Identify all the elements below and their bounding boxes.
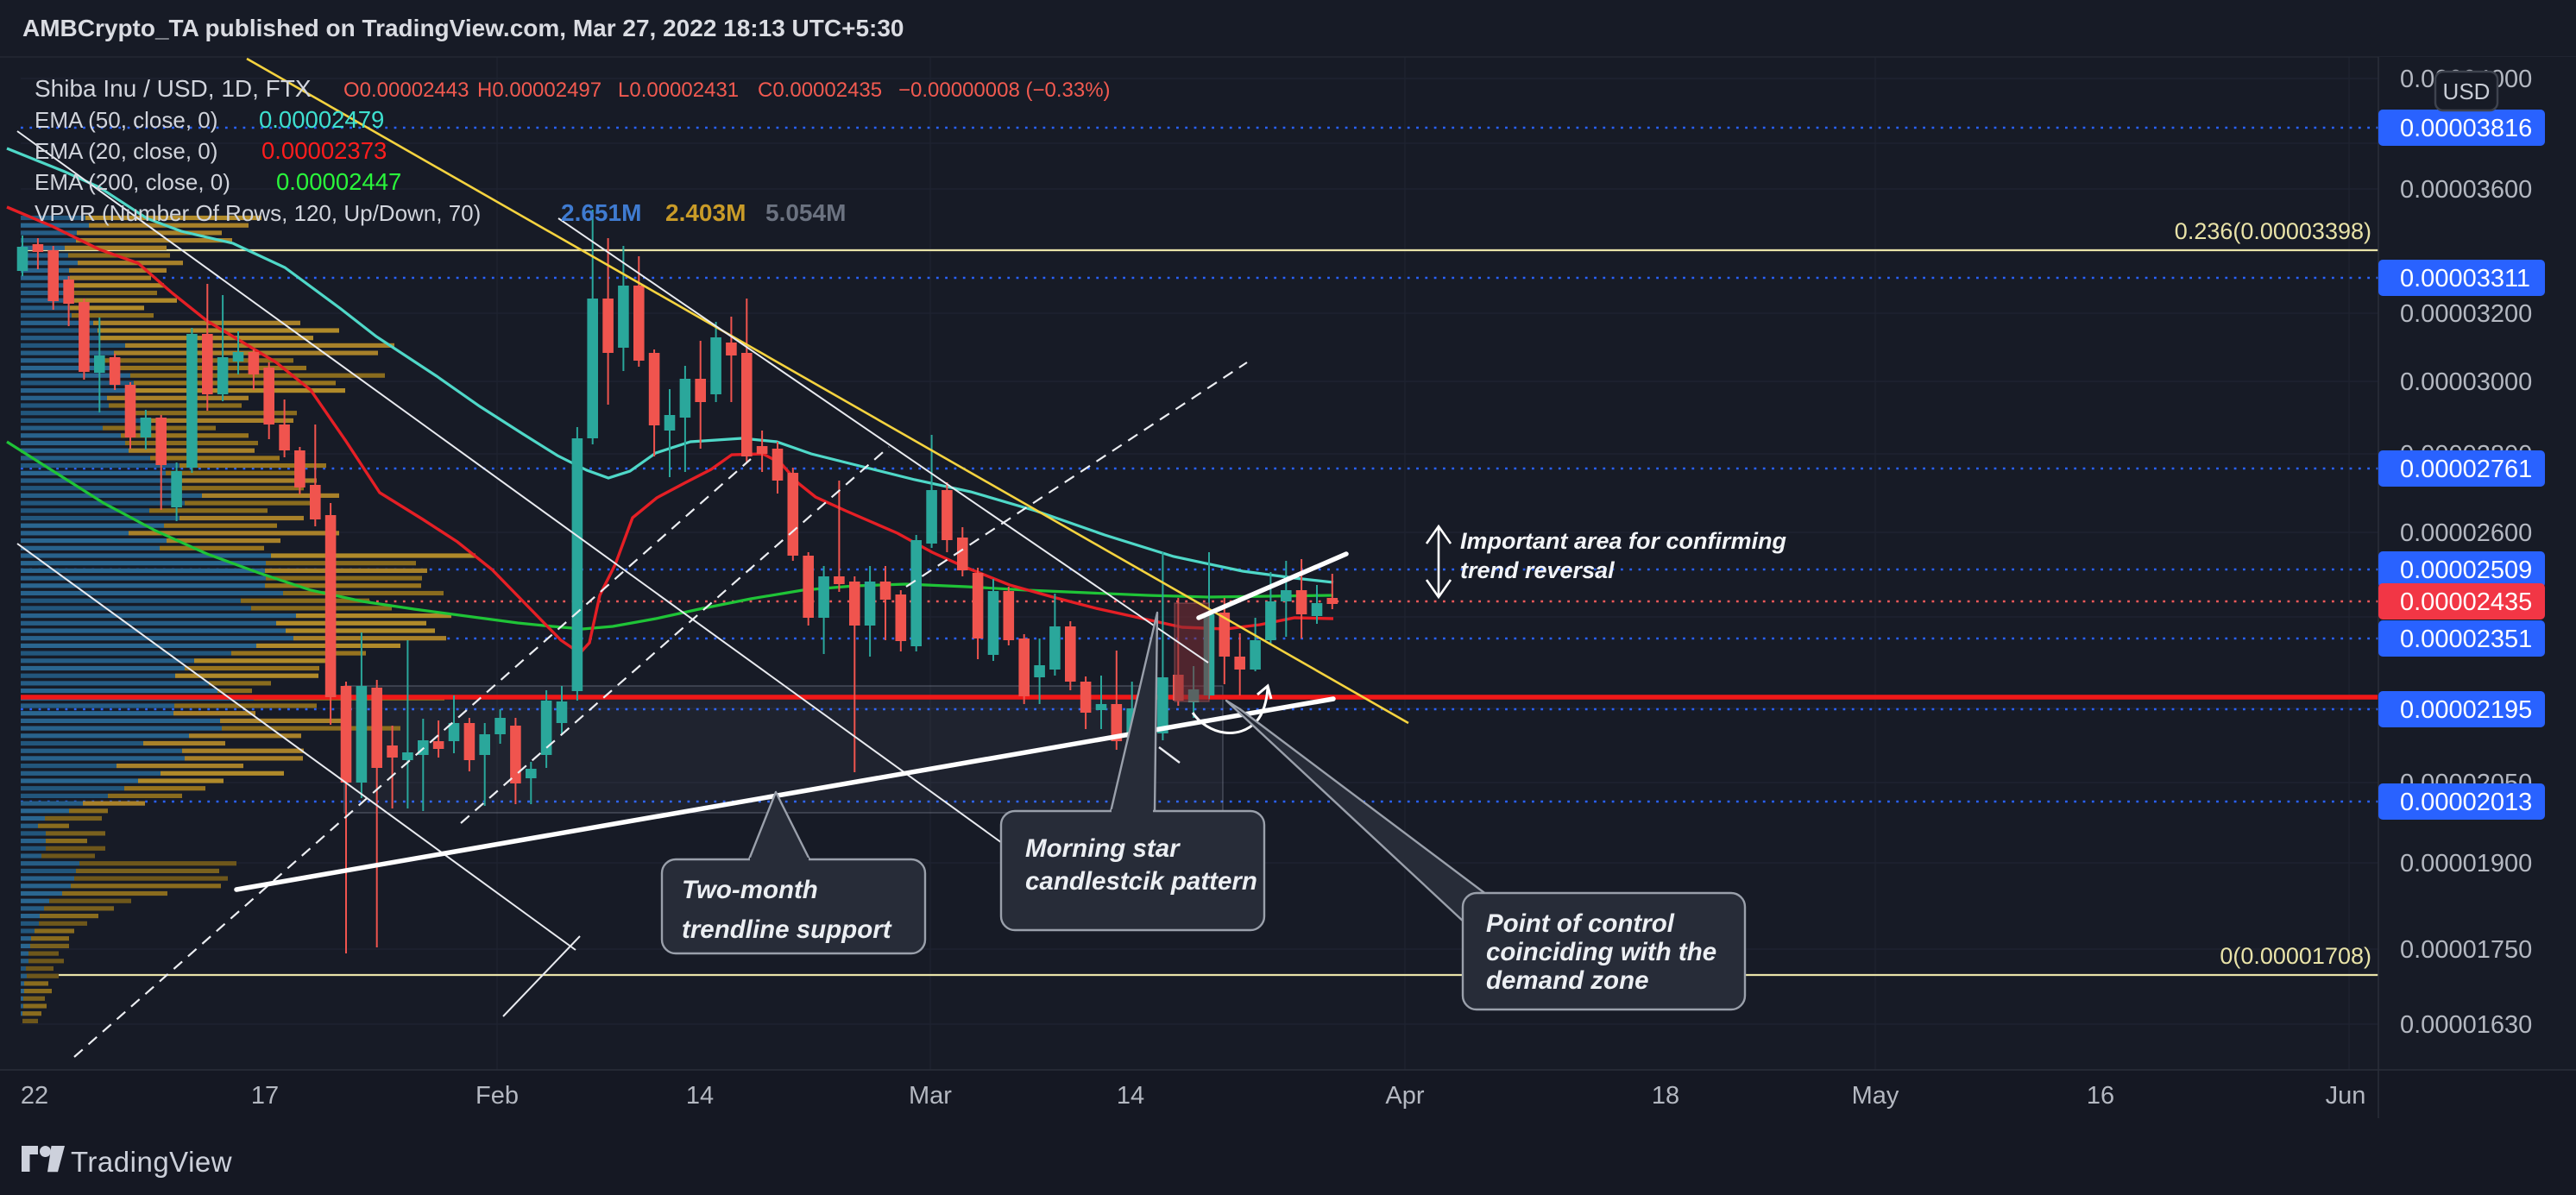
svg-text:candlestcik pattern: candlestcik pattern <box>1025 867 1257 896</box>
svg-text:0.00003600: 0.00003600 <box>2400 176 2532 204</box>
svg-text:trendline support: trendline support <box>682 915 892 944</box>
svg-text:0.00001630: 0.00001630 <box>2400 1011 2532 1039</box>
svg-text:−0.00000008 (−0.33%): −0.00000008 (−0.33%) <box>898 79 1111 102</box>
svg-text:Jun: Jun <box>2326 1082 2366 1110</box>
svg-text:0.00002600: 0.00002600 <box>2400 519 2532 547</box>
svg-text:0.00001750: 0.00001750 <box>2400 936 2532 964</box>
svg-text:EMA (200, close, 0): EMA (200, close, 0) <box>35 169 230 195</box>
svg-text:0.00002479: 0.00002479 <box>259 106 384 133</box>
svg-text:5.054M: 5.054M <box>765 199 846 226</box>
svg-text:May: May <box>1852 1082 1899 1110</box>
svg-text:0.00003816: 0.00003816 <box>2400 115 2532 142</box>
svg-text:trend reversal: trend reversal <box>1460 557 1615 583</box>
svg-text:0.00001900: 0.00001900 <box>2400 850 2532 877</box>
svg-text:EMA (20, close, 0): EMA (20, close, 0) <box>35 138 217 164</box>
svg-text:22: 22 <box>21 1082 48 1110</box>
svg-text:0.00002195: 0.00002195 <box>2400 696 2532 724</box>
svg-text:14: 14 <box>686 1082 714 1110</box>
svg-text:Shiba Inu / USD, 1D, FTX: Shiba Inu / USD, 1D, FTX <box>35 75 312 102</box>
svg-text:O0.00002443: O0.00002443 <box>343 79 469 102</box>
svg-text:Feb: Feb <box>476 1082 519 1110</box>
svg-text:AMBCrypto_TA published on Trad: AMBCrypto_TA published on TradingView.co… <box>22 15 904 41</box>
svg-text:TradingView: TradingView <box>71 1146 232 1178</box>
svg-text:0.00003200: 0.00003200 <box>2400 300 2532 328</box>
svg-text:Two-month: Two-month <box>682 876 818 904</box>
svg-text:H0.00002497: H0.00002497 <box>477 79 601 102</box>
svg-text:0.00003311: 0.00003311 <box>2400 265 2530 292</box>
svg-text:VPVR (Number Of Rows, 120, Up/: VPVR (Number Of Rows, 120, Up/Down, 70) <box>35 200 481 226</box>
svg-text:2.651M: 2.651M <box>561 199 641 226</box>
svg-text:16: 16 <box>2087 1082 2114 1110</box>
svg-text:18: 18 <box>1652 1082 1679 1110</box>
svg-text:0.00002013: 0.00002013 <box>2400 789 2532 816</box>
svg-text:17: 17 <box>251 1082 279 1110</box>
svg-text:0.236(0.00003398): 0.236(0.00003398) <box>2175 218 2371 244</box>
svg-text:0.00002373: 0.00002373 <box>261 137 387 164</box>
svg-text:0.00002509: 0.00002509 <box>2400 557 2532 584</box>
svg-text:Apr: Apr <box>1385 1082 1424 1110</box>
svg-text:L0.00002431: L0.00002431 <box>618 79 739 102</box>
svg-text:0.00002351: 0.00002351 <box>2400 626 2532 653</box>
svg-text:Morning star: Morning star <box>1025 834 1181 863</box>
svg-text:demand zone: demand zone <box>1486 966 1649 995</box>
svg-text:0.00003000: 0.00003000 <box>2400 368 2532 396</box>
svg-text:0(0.00001708): 0(0.00001708) <box>2220 943 2371 969</box>
svg-text:0.00002761: 0.00002761 <box>2400 456 2532 483</box>
svg-text:coinciding with the: coinciding with the <box>1486 938 1716 966</box>
svg-text:0.00002435: 0.00002435 <box>2400 588 2532 616</box>
svg-text:Mar: Mar <box>909 1082 952 1110</box>
svg-text:0.00002447: 0.00002447 <box>276 168 401 195</box>
svg-text:Point of control: Point of control <box>1486 909 1675 938</box>
svg-text:EMA (50, close, 0): EMA (50, close, 0) <box>35 107 217 133</box>
svg-text:C0.00002435: C0.00002435 <box>758 79 882 102</box>
svg-text:Important area for confirming: Important area for confirming <box>1460 528 1787 554</box>
svg-text:14: 14 <box>1117 1082 1144 1110</box>
svg-text:2.403M: 2.403M <box>665 199 746 226</box>
svg-text:USD: USD <box>2443 79 2491 104</box>
